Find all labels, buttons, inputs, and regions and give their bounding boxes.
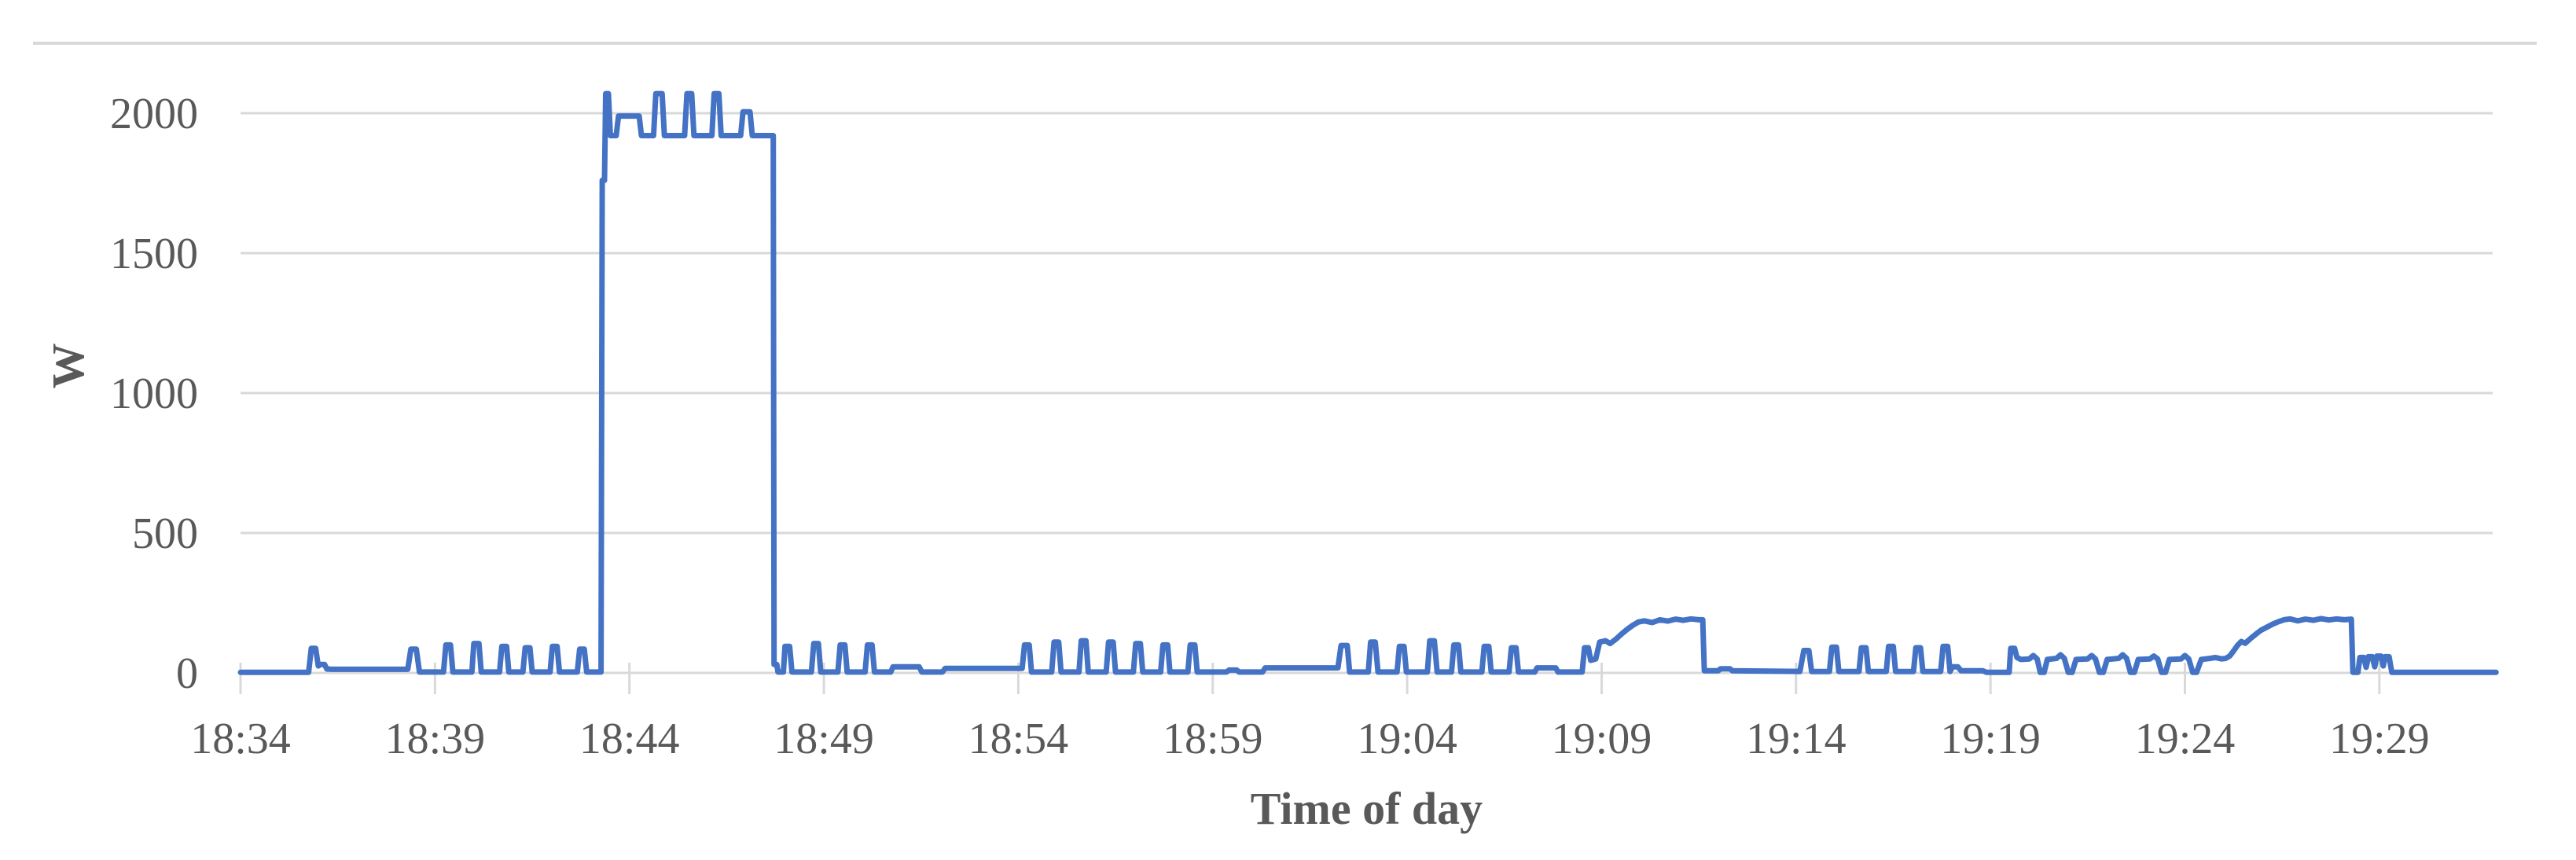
- x-axis-title: Time of day: [1251, 783, 1483, 834]
- y-tick-labels: 0 500 1000 1500 2000: [110, 90, 198, 698]
- x-tick-label: 18:44: [579, 715, 680, 763]
- y-tick-label: 500: [132, 509, 198, 558]
- y-tick-label: 1500: [110, 230, 198, 278]
- x-tick-label: 19:14: [1746, 715, 1847, 763]
- series-line-power: [237, 90, 2499, 675]
- y-tick-label: 2000: [110, 90, 198, 138]
- x-tick-label: 19:29: [2329, 715, 2430, 763]
- x-tick-label: 19:19: [1940, 715, 2041, 763]
- y-tick-label: 1000: [110, 369, 198, 418]
- x-tick-label: 18:59: [1163, 715, 1263, 763]
- x-tick-label: 19:09: [1552, 715, 1652, 763]
- x-tick-label: 19:24: [2135, 715, 2236, 763]
- x-tick-labels: 18:34 18:39 18:44 18:49 18:54 18:59 19:04 19:09…: [190, 715, 2429, 763]
- x-tick-label: 18:49: [774, 715, 874, 763]
- x-tick-label: 18:39: [385, 715, 486, 763]
- x-tick-label: 18:34: [190, 715, 291, 763]
- x-tick-label: 18:54: [968, 715, 1069, 763]
- y-tick-label: 0: [176, 649, 198, 698]
- y-axis-title: W: [42, 344, 94, 389]
- x-tick-label: 19:04: [1357, 715, 1457, 763]
- y-gridlines: [241, 112, 2493, 674]
